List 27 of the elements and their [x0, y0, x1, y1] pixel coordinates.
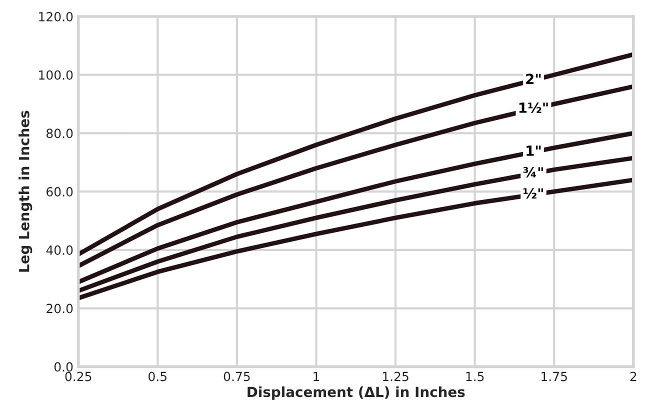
- series-label: ½": [523, 188, 543, 199]
- line-series: [78, 52, 634, 257]
- line-series: [78, 84, 634, 268]
- y-tick-label: 120.0: [39, 12, 73, 22]
- line-series: [78, 178, 634, 300]
- x-tick-label: 0.75: [224, 372, 250, 382]
- x-tick-label: 1.5: [466, 372, 484, 382]
- series-label: 1½": [519, 102, 548, 113]
- y-axis-title: Leg Length in Inches: [18, 110, 32, 272]
- x-tick-label: 1.75: [542, 372, 567, 382]
- line-series: [78, 156, 634, 294]
- x-tick-label: 1: [314, 372, 320, 382]
- y-tick-label: 40.0: [46, 245, 73, 255]
- series-label: 1": [526, 146, 541, 156]
- series-label: ¾": [523, 167, 543, 178]
- y-tick-label: 20.0: [46, 304, 73, 314]
- y-tick-label: 0.0: [54, 362, 73, 372]
- x-tick-label: 0.5: [148, 372, 166, 382]
- series-label: 2": [526, 74, 541, 84]
- y-tick-label: 60.0: [46, 187, 73, 197]
- y-tick-label: 100.0: [39, 70, 73, 80]
- x-tick-label: 1.25: [382, 372, 408, 382]
- x-tick-label: 2: [630, 372, 636, 382]
- x-tick-label: 0.25: [65, 372, 92, 382]
- x-axis-title: Displacement (ΔL) in Inches: [248, 386, 465, 400]
- y-tick-label: 80.0: [46, 128, 73, 138]
- line-series: [78, 130, 634, 284]
